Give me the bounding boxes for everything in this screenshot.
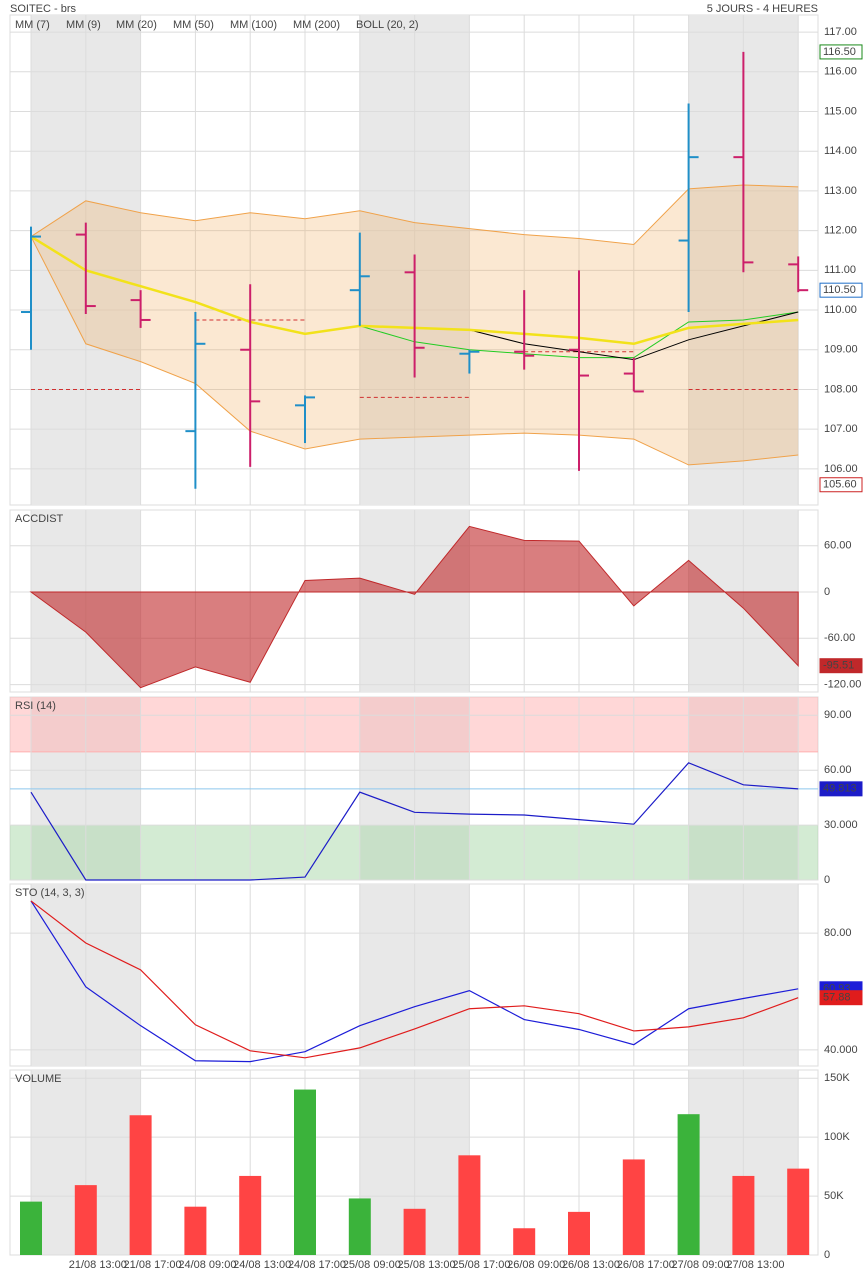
- bar: [787, 1168, 810, 1255]
- area: [29, 525, 799, 689]
- bar: [20, 1201, 42, 1255]
- x-tick-label: 25/08 17:00: [452, 1259, 510, 1271]
- y-tick-label: 40.000: [824, 1044, 858, 1056]
- legend-entry: BOLL (20, 2): [356, 19, 419, 31]
- y-tick-label: 108.00: [824, 383, 858, 395]
- price-marker: [819, 477, 863, 493]
- y-tick-label: 100K: [824, 1131, 850, 1143]
- bar: [568, 1211, 590, 1255]
- legend-entry: MM (50): [173, 19, 214, 31]
- bar: [732, 1175, 755, 1255]
- value-label: -95.51: [823, 660, 854, 672]
- bar: [294, 1089, 316, 1255]
- x-tick-label: 27/08 09:00: [672, 1259, 730, 1271]
- bar: [622, 1159, 645, 1255]
- y-tick-label: 80.00: [824, 927, 852, 939]
- x-tick-label: 27/08 13:00: [726, 1259, 784, 1271]
- x-tick-label: 25/08 13:00: [398, 1259, 456, 1271]
- y-tick-label: -60.00: [824, 632, 855, 644]
- price-marker-label: 105.60: [823, 479, 857, 491]
- bollinger-lower: [30, 236, 799, 466]
- y-tick-label: 50K: [824, 1190, 844, 1202]
- price-marker-label: 116.50: [823, 46, 856, 58]
- bar: [458, 1155, 481, 1255]
- value-box: [819, 781, 863, 797]
- legend-entry: MM (9): [66, 19, 101, 31]
- panel-title: RSI (14): [15, 700, 56, 712]
- y-tick-label: 0: [824, 874, 830, 886]
- x-tick-label: 24/08 13:00: [233, 1259, 291, 1271]
- value-label: 57.88: [823, 992, 851, 1004]
- panel-title: ACCDIST: [15, 513, 64, 525]
- bar: [74, 1185, 97, 1255]
- line: [30, 900, 799, 1059]
- y-tick-label: 111.00: [824, 264, 856, 276]
- x-tick-label: 26/08 13:00: [562, 1259, 620, 1271]
- bar: [239, 1175, 262, 1255]
- y-tick-label: 107.00: [824, 423, 858, 435]
- value-box: [819, 658, 863, 674]
- y-tick-label: 110.00: [824, 304, 857, 316]
- legend-entry: MM (200): [293, 19, 340, 31]
- period: 5 JOURS - 4 HEURES: [707, 3, 818, 15]
- y-tick-label: -120.00: [824, 678, 861, 690]
- bollinger-upper: [30, 184, 799, 246]
- y-tick-label: 115.00: [824, 105, 857, 117]
- y-tick-label: 30.000: [824, 819, 858, 831]
- price-marker: [819, 44, 863, 60]
- y-tick-label: 60.00: [824, 764, 852, 776]
- legend-entry: MM (20): [116, 19, 157, 31]
- chart-title: SOITEC - brs: [10, 3, 77, 15]
- value-label: 49.813: [823, 783, 857, 795]
- price-marker: [819, 282, 863, 298]
- price-marker-label: 110.50: [823, 284, 856, 296]
- bar: [348, 1198, 371, 1255]
- bar: [513, 1228, 536, 1255]
- bar: [403, 1208, 426, 1255]
- x-tick-label: 25/08 09:00: [343, 1259, 401, 1271]
- legend-entry: MM (100): [230, 19, 277, 31]
- panel-title: STO (14, 3, 3): [15, 887, 85, 899]
- bar: [677, 1114, 700, 1255]
- y-tick-label: 150K: [824, 1072, 850, 1084]
- panel-title: VOLUME: [15, 1073, 61, 1085]
- band: [10, 697, 818, 752]
- y-tick-label: 60.00: [824, 540, 852, 552]
- line: [30, 900, 799, 1063]
- x-tick-label: 26/08 09:00: [507, 1259, 565, 1271]
- bar: [129, 1115, 152, 1255]
- y-tick-label: 113.00: [824, 185, 857, 197]
- y-tick-label: 117.00: [824, 26, 857, 38]
- x-tick-label: 21/08 17:00: [124, 1259, 182, 1271]
- legend-entry: MM (7): [15, 19, 50, 31]
- x-tick-label: 21/08 13:00: [69, 1259, 127, 1271]
- y-tick-label: 109.00: [824, 344, 858, 356]
- band: [10, 825, 818, 880]
- y-tick-label: 116.00: [824, 66, 857, 78]
- y-tick-label: 106.00: [824, 463, 858, 475]
- y-tick-label: 90.00: [824, 709, 852, 721]
- y-tick-label: 114.00: [824, 145, 857, 157]
- bar: [184, 1206, 207, 1255]
- x-tick-label: 26/08 17:00: [617, 1259, 675, 1271]
- y-tick-label: 0: [824, 1249, 830, 1261]
- x-tick-label: 24/08 17:00: [288, 1259, 346, 1271]
- y-tick-label: 112.00: [824, 225, 857, 237]
- line: [30, 762, 799, 881]
- y-tick-label: 0: [824, 586, 830, 598]
- value-box: [819, 990, 863, 1006]
- x-tick-label: 24/08 09:00: [178, 1259, 236, 1271]
